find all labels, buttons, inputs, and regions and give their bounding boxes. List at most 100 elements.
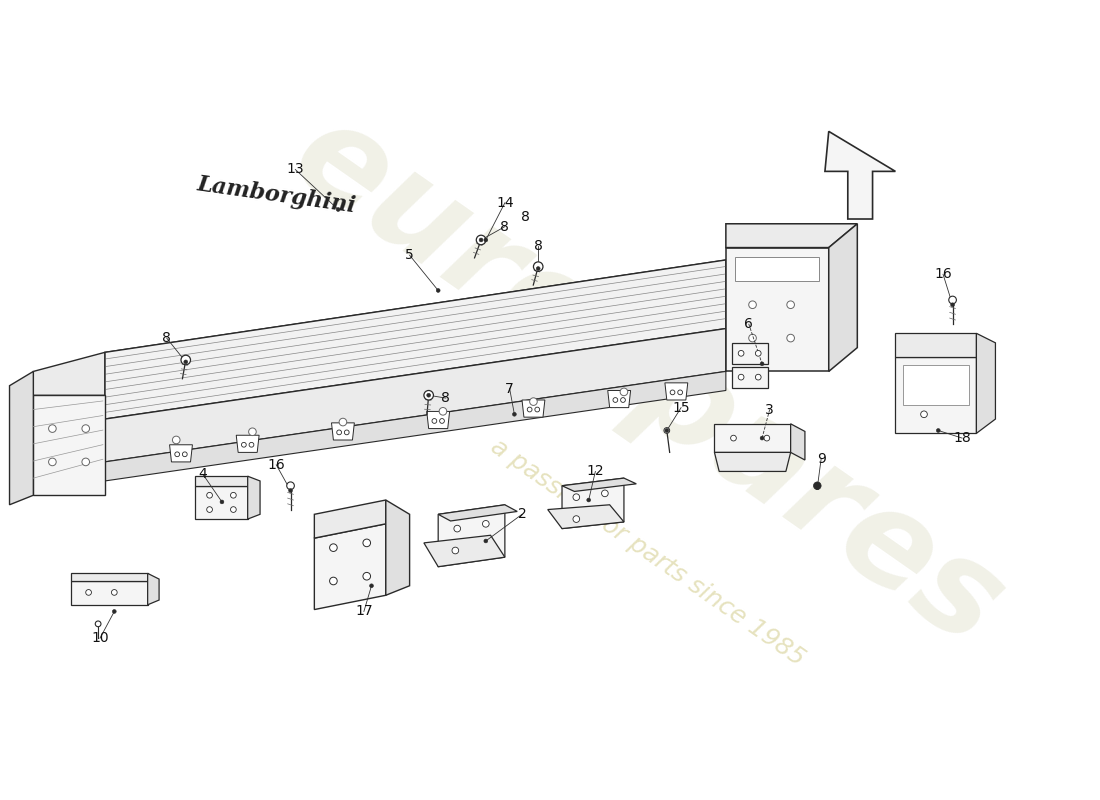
Polygon shape	[72, 574, 147, 581]
Circle shape	[452, 547, 459, 554]
Circle shape	[620, 388, 628, 396]
Circle shape	[175, 452, 179, 457]
Polygon shape	[33, 352, 104, 395]
Polygon shape	[104, 260, 726, 419]
Circle shape	[344, 430, 349, 434]
Polygon shape	[196, 476, 248, 486]
Circle shape	[173, 436, 180, 444]
Circle shape	[182, 355, 190, 365]
Circle shape	[427, 394, 430, 397]
Circle shape	[484, 539, 487, 543]
Circle shape	[786, 334, 794, 342]
Circle shape	[249, 428, 256, 435]
Text: Lamborghini: Lamborghini	[196, 173, 358, 218]
Circle shape	[760, 362, 764, 366]
Polygon shape	[714, 452, 791, 471]
Circle shape	[949, 296, 956, 304]
Circle shape	[534, 262, 543, 271]
Polygon shape	[732, 343, 768, 364]
Polygon shape	[726, 224, 857, 247]
Circle shape	[537, 266, 540, 270]
Circle shape	[730, 435, 736, 441]
Circle shape	[440, 418, 444, 423]
Circle shape	[921, 411, 927, 418]
Polygon shape	[104, 260, 726, 376]
Circle shape	[535, 407, 540, 412]
Circle shape	[950, 303, 955, 306]
Text: 8: 8	[534, 238, 542, 253]
Text: 8: 8	[163, 331, 172, 345]
Circle shape	[620, 398, 626, 402]
Polygon shape	[895, 334, 977, 357]
Polygon shape	[72, 581, 147, 605]
Text: 4: 4	[198, 467, 207, 482]
Circle shape	[183, 452, 187, 457]
Text: 8: 8	[521, 210, 530, 224]
Circle shape	[111, 590, 118, 595]
Circle shape	[48, 425, 56, 432]
Polygon shape	[607, 390, 630, 408]
Text: 5: 5	[405, 248, 414, 262]
Circle shape	[454, 526, 461, 532]
Polygon shape	[196, 486, 248, 519]
Text: 14: 14	[496, 196, 514, 210]
Polygon shape	[791, 424, 805, 460]
Circle shape	[529, 398, 537, 406]
Circle shape	[48, 458, 56, 466]
Circle shape	[678, 390, 682, 394]
Circle shape	[760, 436, 764, 440]
Circle shape	[337, 430, 341, 434]
Circle shape	[513, 412, 516, 416]
Polygon shape	[424, 535, 505, 566]
Text: 13: 13	[286, 162, 304, 177]
Text: 8: 8	[500, 220, 509, 234]
Text: 2: 2	[518, 507, 527, 522]
Circle shape	[207, 506, 212, 513]
Text: 3: 3	[766, 402, 774, 417]
Polygon shape	[438, 505, 505, 566]
Polygon shape	[825, 131, 895, 219]
Circle shape	[242, 442, 246, 447]
Circle shape	[586, 498, 591, 502]
Circle shape	[749, 301, 757, 309]
Polygon shape	[104, 371, 726, 481]
Circle shape	[81, 458, 89, 466]
Circle shape	[112, 610, 117, 614]
Polygon shape	[664, 383, 688, 400]
Circle shape	[476, 235, 486, 245]
Circle shape	[231, 506, 236, 513]
Circle shape	[738, 350, 744, 356]
Circle shape	[96, 621, 101, 626]
Circle shape	[573, 494, 580, 501]
Circle shape	[231, 492, 236, 498]
Text: eurospares: eurospares	[270, 90, 1026, 672]
Polygon shape	[33, 395, 104, 495]
Polygon shape	[977, 334, 996, 434]
Circle shape	[287, 482, 295, 490]
Text: 7: 7	[505, 382, 514, 395]
Polygon shape	[248, 476, 260, 519]
Text: 8: 8	[441, 391, 450, 405]
Text: 12: 12	[586, 465, 604, 478]
Polygon shape	[903, 365, 969, 405]
Circle shape	[363, 539, 371, 546]
Polygon shape	[438, 505, 517, 521]
Text: a passion for parts since 1985: a passion for parts since 1985	[486, 434, 810, 670]
Polygon shape	[147, 574, 160, 605]
Polygon shape	[315, 524, 386, 610]
Polygon shape	[562, 478, 624, 529]
Circle shape	[337, 207, 340, 211]
Polygon shape	[895, 357, 977, 434]
Circle shape	[664, 428, 670, 434]
Text: 9: 9	[816, 452, 826, 466]
Text: 6: 6	[745, 317, 754, 330]
Polygon shape	[427, 411, 450, 429]
Text: 16: 16	[934, 267, 952, 282]
Circle shape	[483, 521, 490, 527]
Polygon shape	[736, 257, 820, 281]
Text: 17: 17	[355, 605, 373, 618]
Circle shape	[330, 577, 338, 585]
Circle shape	[249, 442, 254, 447]
Circle shape	[786, 301, 794, 309]
Polygon shape	[714, 424, 791, 452]
